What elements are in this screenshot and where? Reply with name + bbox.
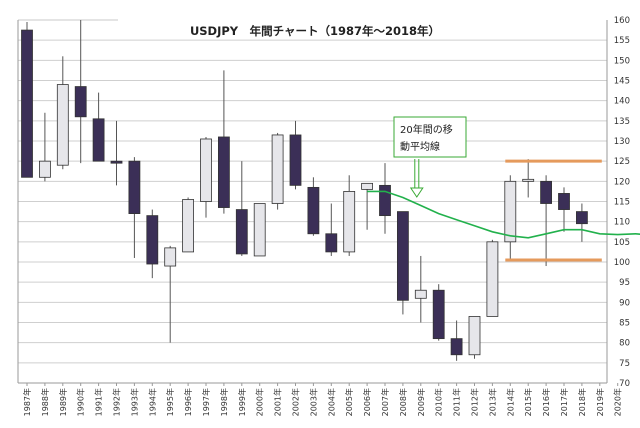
x-tick-label: 2017年 (559, 388, 569, 416)
y-tick-label: 95 (619, 278, 630, 288)
x-tick-label: 2020年 (613, 388, 623, 416)
x-tick-label: 1999年 (237, 388, 247, 416)
annotation-box (393, 116, 467, 158)
candle-body (56, 84, 69, 166)
annotation-line-1: 20年間の移 (400, 123, 453, 136)
candle-body (271, 134, 284, 204)
reference-lines (505, 159, 602, 262)
x-tick-label: 2010年 (434, 388, 444, 416)
candle-body (182, 199, 195, 253)
x-tick-label: 2011年 (452, 388, 462, 416)
candle-body (396, 211, 409, 301)
x-tick-label: 2012年 (470, 388, 480, 416)
candle-body (92, 118, 105, 162)
y-tick-label: 130 (614, 137, 630, 147)
x-tick-label: 1996年 (183, 388, 193, 416)
y-tick-label: 105 (614, 238, 630, 248)
candle-body (576, 211, 588, 225)
x-tick-label: 2006年 (362, 388, 372, 416)
x-tick-label: 1994年 (147, 388, 157, 416)
y-tick-label: 115 (614, 198, 630, 208)
candle-body (146, 215, 159, 265)
candle-body (540, 180, 552, 204)
annotation-callout: 20年間の移 動平均線 (393, 116, 467, 198)
y-tick-label: 110 (614, 218, 630, 228)
y-tick-label: 155 (614, 36, 630, 46)
x-tick-label: 1991年 (94, 388, 104, 416)
candle-body (504, 180, 517, 243)
moving-average-line (367, 190, 640, 239)
x-tick-label: 2018年 (577, 388, 587, 416)
y-tick-label: 135 (614, 117, 630, 127)
x-axis-ticks: 1987年 1988年 1989年 1990年 1991年 1992年 1993年 1994年… (22, 383, 623, 416)
y-tick-label: 80 (619, 339, 630, 349)
candle-body (74, 86, 87, 118)
x-tick-label: 2005年 (344, 388, 354, 416)
x-tick-label: 2003年 (308, 388, 318, 416)
x-tick-label: 1993年 (129, 388, 139, 416)
x-tick-label: 1989年 (58, 388, 68, 416)
y-axis-ticks: 70 75 80 85 90 95 100 105 110 115 120 125 130 135 140 1… (614, 16, 630, 389)
y-tick-label: 145 (614, 77, 630, 87)
x-tick-label: 1998年 (219, 388, 229, 416)
x-tick-label: 2001年 (273, 388, 283, 416)
y-tick-label: 125 (614, 157, 630, 167)
x-tick-label: 1990年 (76, 388, 86, 416)
y-tick-label: 140 (614, 97, 630, 107)
chart-title: USDJPY 年間チャート（1987年～2018年） (190, 24, 440, 38)
x-tick-label: 2019年 (595, 388, 605, 416)
y-tick-label: 90 (619, 298, 630, 308)
candle-body (253, 203, 266, 257)
candlesticks (21, 20, 588, 361)
y-tick-label: 70 (619, 379, 630, 389)
candle-body (21, 29, 33, 178)
annotation-arrow (409, 159, 424, 198)
candle-body (128, 160, 141, 215)
candle-body (217, 136, 230, 208)
y-tick-label: 75 (619, 359, 630, 369)
x-tick-label: 2014年 (505, 388, 515, 416)
y-tick-label: 150 (614, 56, 630, 66)
candle-body (414, 289, 427, 299)
candle-body (558, 193, 570, 210)
x-tick-label: 1992年 (112, 388, 122, 416)
candle-body (486, 241, 499, 317)
candle-body (39, 160, 51, 178)
candle-body (110, 160, 123, 164)
x-tick-label: 2016年 (541, 388, 551, 416)
candle-body (468, 316, 481, 356)
y-tick-label: 160 (614, 16, 630, 26)
candle-body (307, 186, 320, 235)
y-tick-label: 120 (614, 177, 630, 187)
x-tick-label: 2000年 (255, 388, 265, 416)
x-tick-label: 2013年 (487, 388, 497, 416)
annotation-arrow-head (409, 187, 424, 198)
candle-body (325, 233, 338, 253)
y-tick-label: 85 (619, 319, 630, 329)
x-tick-label: 1995年 (165, 388, 175, 416)
x-tick-label: 1988年 (40, 388, 50, 416)
x-tick-label: 2009年 (416, 388, 426, 416)
annotation-line-2: 動平均線 (400, 140, 440, 153)
x-tick-label: 1987年 (22, 388, 32, 416)
candle-body (235, 209, 248, 255)
x-tick-label: 2008年 (398, 388, 408, 416)
x-tick-label: 2015年 (523, 388, 533, 416)
candle-body (361, 182, 374, 190)
x-tick-label: 1997年 (201, 388, 211, 416)
candle-body (200, 138, 212, 202)
candle-body (289, 134, 302, 186)
x-tick-label: 2004年 (326, 388, 336, 416)
x-tick-label: 2002年 (291, 388, 301, 416)
y-tick-label: 100 (614, 258, 630, 268)
candle-body (450, 338, 463, 356)
candle-body (522, 178, 535, 182)
candle-body (164, 247, 177, 267)
x-tick-label: 2007年 (380, 388, 390, 416)
candle-body (432, 289, 445, 340)
candle-body (343, 191, 356, 253)
candle-body (379, 184, 391, 217)
